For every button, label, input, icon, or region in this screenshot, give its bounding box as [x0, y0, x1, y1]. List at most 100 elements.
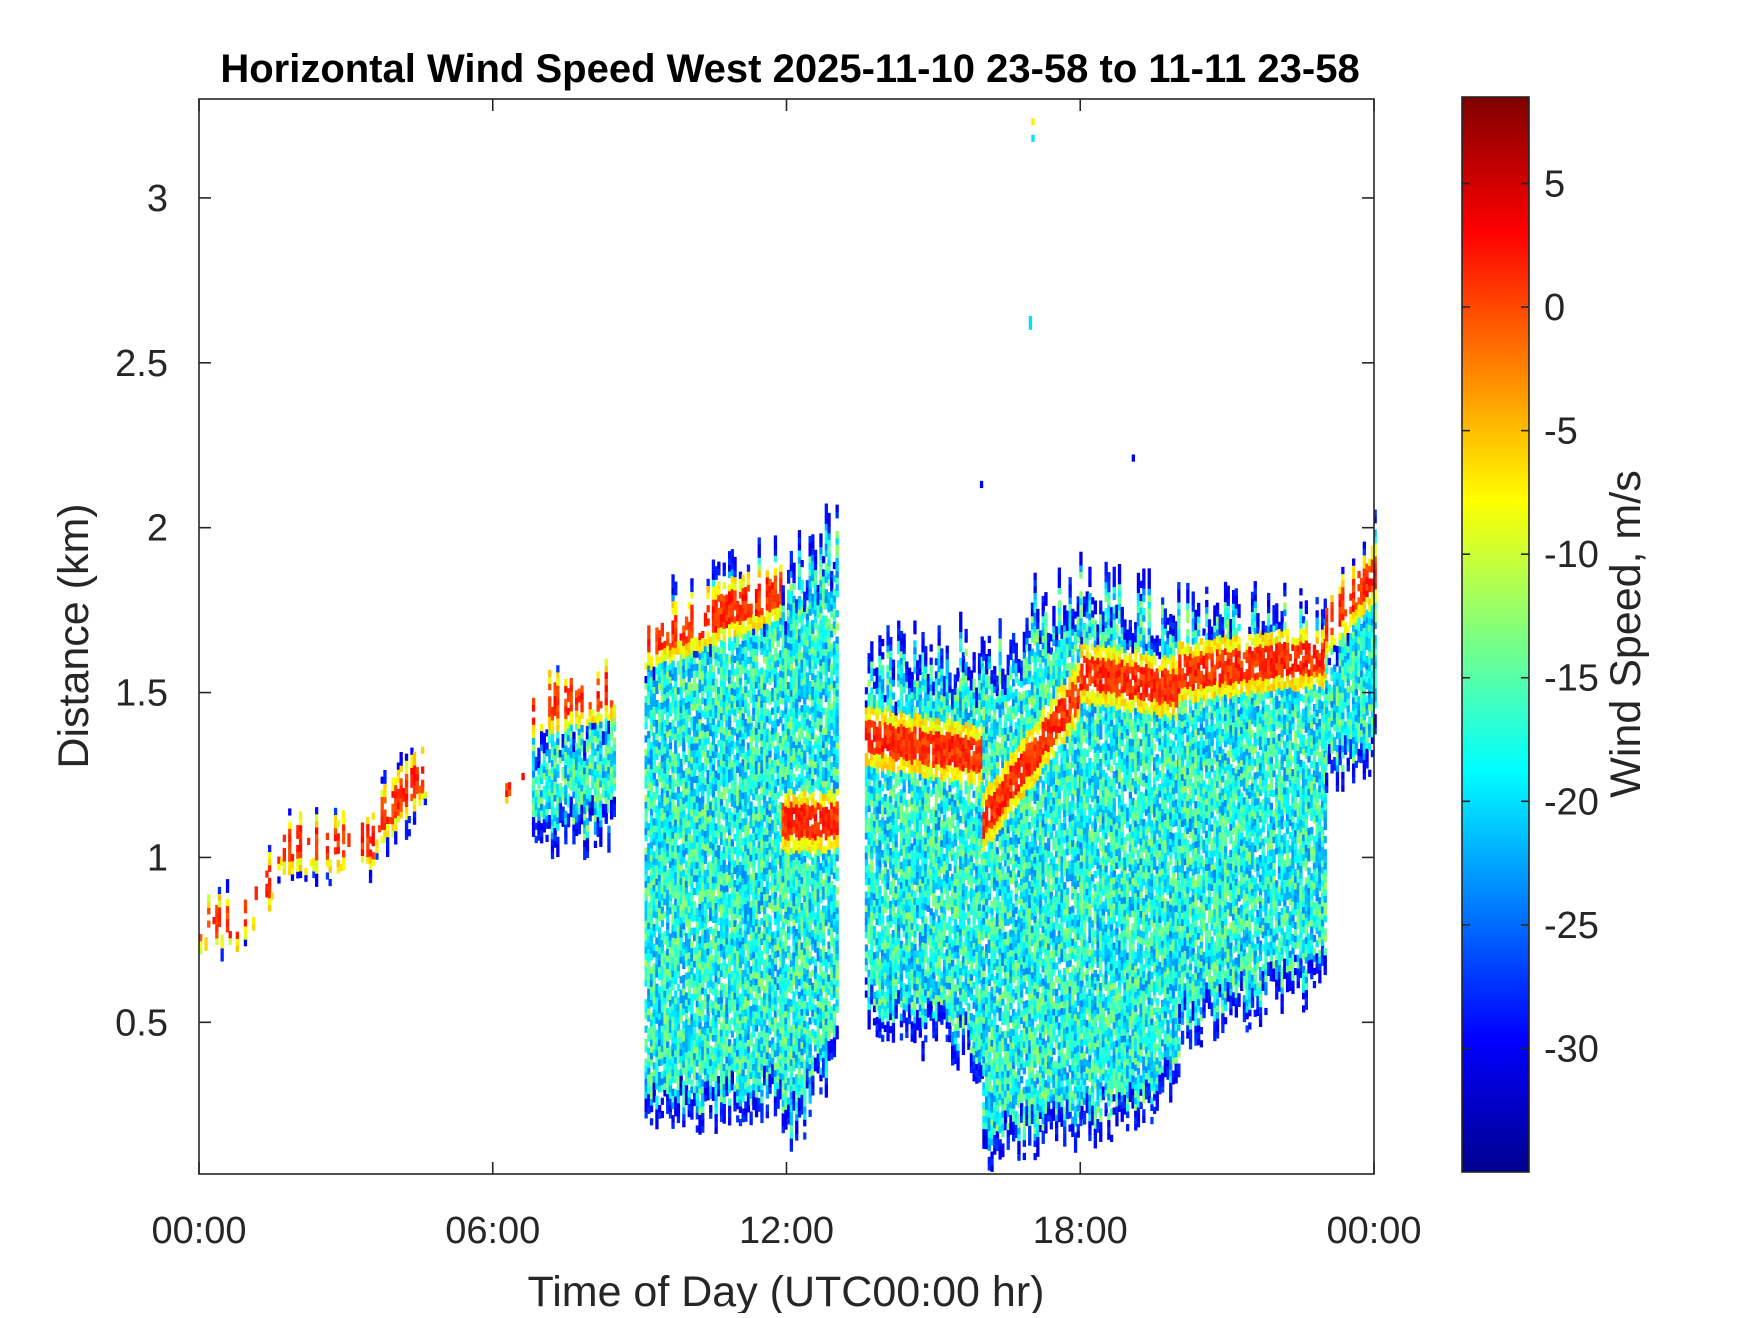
heatmap-cell: [733, 939, 737, 947]
heatmap-cell: [690, 690, 694, 698]
heatmap-cell: [679, 633, 683, 641]
heatmap-cell: [644, 814, 648, 822]
heatmap-cell: [333, 827, 338, 835]
heatmap-cell: [658, 900, 662, 908]
heatmap-cell: [663, 766, 667, 774]
heatmap-cell: [655, 746, 659, 754]
heatmap-cell: [676, 1056, 681, 1064]
heatmap-cell: [652, 1022, 656, 1030]
heatmap-cell: [711, 711, 716, 719]
heatmap-cell: [671, 765, 675, 773]
heatmap-cell: [649, 992, 654, 1000]
heatmap-cell: [687, 852, 691, 860]
heatmap-cell: [593, 821, 598, 829]
heatmap-cell: [671, 996, 675, 1004]
heatmap-cell: [396, 769, 401, 777]
heatmap-cell: [679, 692, 683, 700]
heatmap-cell: [676, 720, 681, 728]
heatmap-cell: [728, 1052, 732, 1060]
heatmap-cell: [564, 711, 568, 720]
heatmap-cell: [679, 864, 683, 872]
heatmap-cell: [733, 913, 737, 921]
heatmap-cell: [690, 1105, 694, 1114]
heatmap-cell: [548, 709, 552, 717]
heatmap-cell: [199, 934, 203, 942]
heatmap-cell: [572, 764, 576, 772]
heatmap-cell: [693, 927, 697, 935]
heatmap-cell: [268, 884, 272, 892]
heatmap-cell: [658, 669, 662, 677]
heatmap-cell: [399, 778, 403, 786]
heatmap-cell: [583, 852, 587, 861]
heatmap-cell: [701, 1053, 705, 1061]
heatmap-cell: [371, 825, 375, 833]
heatmap-cell: [717, 759, 721, 767]
heatmap-cell: [714, 909, 718, 917]
heatmap-cell: [383, 816, 387, 824]
heatmap-cell: [679, 778, 683, 786]
heatmap-cell: [730, 1043, 734, 1051]
heatmap-cell: [698, 890, 702, 898]
heatmap-cell: [679, 798, 683, 806]
heatmap-cell: [698, 1127, 702, 1135]
heatmap-cell: [690, 1013, 694, 1021]
heatmap-cell: [658, 874, 662, 882]
heatmap-cell: [644, 834, 648, 842]
heatmap-cell: [655, 1043, 659, 1051]
heatmap-cell: [671, 653, 675, 661]
heatmap-cell: [722, 1037, 726, 1045]
heatmap-cell: [682, 955, 686, 963]
heatmap-cell: [671, 1009, 675, 1017]
heatmap-cell: [666, 684, 670, 692]
heatmap-cell: [725, 963, 729, 971]
heatmap-cell: [655, 1115, 659, 1123]
heatmap-cell: [695, 670, 699, 678]
heatmap-cell: [668, 748, 673, 756]
heatmap-cell: [679, 738, 683, 747]
heatmap-cell: [722, 984, 726, 992]
heatmap-cell: [676, 1069, 681, 1077]
heatmap-cell: [679, 903, 683, 911]
heatmap-cell: [736, 1115, 740, 1123]
heatmap-cell: [215, 924, 219, 932]
heatmap-cell: [591, 709, 595, 717]
heatmap-cell: [703, 909, 708, 917]
heatmap-cell: [728, 716, 732, 724]
heatmap-cell: [601, 737, 606, 745]
heatmap-cell: [572, 751, 576, 759]
heatmap-cell: [803, 1112, 807, 1120]
heatmap-cell: [725, 871, 729, 879]
heatmap-cell: [599, 740, 603, 748]
heatmap-cell: [725, 1036, 729, 1044]
heatmap-cell: [604, 777, 608, 785]
heatmap-cell: [652, 1029, 656, 1037]
heatmap-cell: [663, 970, 667, 978]
heatmap-cell: [728, 1105, 732, 1113]
heatmap-cell: [671, 1016, 675, 1024]
heatmap-cell: [655, 937, 659, 945]
heatmap-cell: [701, 795, 705, 804]
heatmap-cell: [545, 834, 549, 842]
heatmap-cell: [719, 673, 724, 681]
heatmap-cell: [682, 625, 686, 633]
heatmap-cell: [698, 969, 702, 977]
heatmap-cell: [649, 742, 654, 750]
heatmap-cell: [722, 872, 726, 880]
heatmap-cell: [711, 757, 716, 765]
heatmap-cell: [655, 1122, 659, 1130]
heatmap-cell: [733, 946, 737, 954]
heatmap-cell: [730, 944, 734, 952]
heatmap-cell: [728, 1078, 732, 1086]
heatmap-cell: [719, 1049, 724, 1057]
heatmap-cell: [719, 1022, 724, 1030]
heatmap-cell: [666, 757, 670, 765]
heatmap-cell: [725, 601, 729, 609]
heatmap-cell: [703, 705, 708, 713]
heatmap-cell: [588, 721, 592, 730]
heatmap-cell: [668, 808, 673, 816]
heatmap-cell: [728, 1026, 732, 1034]
heatmap-cell: [644, 972, 648, 980]
heatmap-cell: [757, 557, 761, 565]
heatmap-cell: [652, 970, 656, 978]
heatmap-cell: [676, 687, 681, 695]
